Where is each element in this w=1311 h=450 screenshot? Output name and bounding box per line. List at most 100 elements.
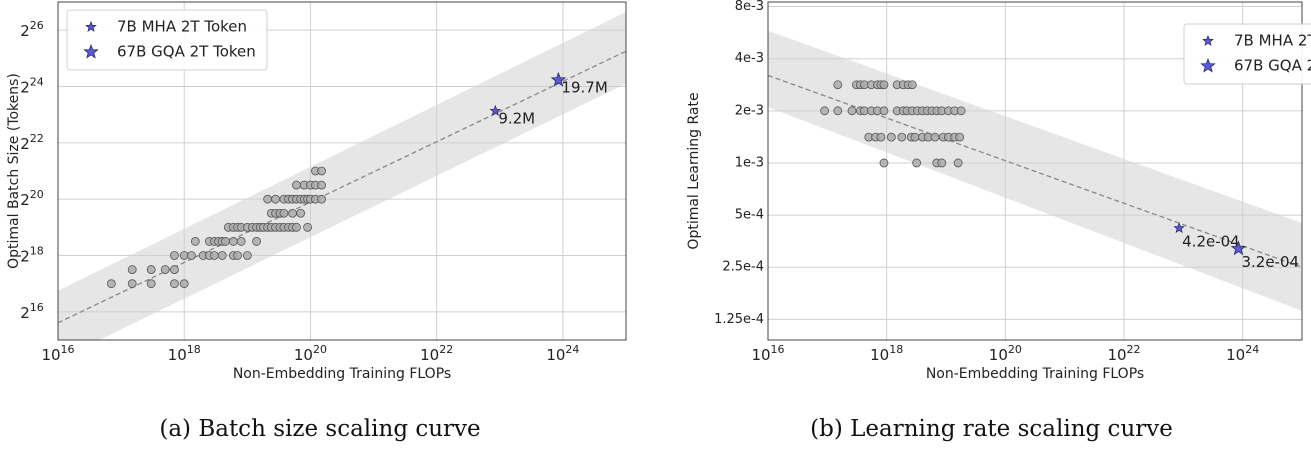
data-point bbox=[146, 265, 156, 274]
x-tick-label: 1020 bbox=[989, 343, 1022, 364]
data-point bbox=[288, 208, 297, 218]
legend-star-marker bbox=[85, 20, 97, 32]
fit-line bbox=[768, 74, 1302, 268]
data-point bbox=[209, 251, 219, 260]
legend: 7B MHA 2T Token 67B GQA 2T Token bbox=[66, 9, 268, 71]
x-tick-label: 1016 bbox=[751, 343, 784, 364]
legend-entry: 7B MHA 2T Token bbox=[117, 18, 247, 36]
data-point bbox=[955, 132, 965, 142]
data-point bbox=[833, 106, 843, 116]
data-point bbox=[179, 279, 189, 289]
data-label: 9.2M bbox=[498, 109, 535, 127]
x-tick-label: 1020 bbox=[294, 343, 327, 364]
y-tick-label: 220 bbox=[20, 188, 44, 209]
data-point bbox=[910, 132, 920, 142]
data-point bbox=[263, 194, 273, 204]
legend: 7B MHA 2T Token 67B GQA 2T Token bbox=[1183, 23, 1311, 85]
y-tick-label: 1.25e-4 bbox=[714, 312, 764, 327]
caption-batch-size: (a) Batch size scaling curve bbox=[159, 416, 481, 442]
data-point bbox=[296, 208, 306, 218]
data-point bbox=[912, 158, 922, 168]
x-axis-label: Non-Embedding Training FLOPs bbox=[926, 366, 1144, 382]
data-point bbox=[271, 194, 280, 204]
learning-rate-chart: 4.2e-043.2e-04 1016 1018 1020 1022 1024 1.25e-… bbox=[686, 0, 1311, 382]
y-tick-label: 224 bbox=[20, 76, 44, 97]
data-point bbox=[907, 80, 917, 90]
star-marker bbox=[550, 71, 567, 87]
data-point bbox=[160, 265, 170, 274]
legend-star-marker bbox=[1202, 34, 1214, 46]
data-point bbox=[847, 106, 857, 116]
x-axis-label: Non-Embedding Training FLOPs bbox=[233, 366, 451, 382]
legend-entry: 7B MHA 2T Token bbox=[1234, 32, 1311, 50]
data-point bbox=[106, 279, 116, 289]
data-point bbox=[170, 251, 179, 260]
data-point bbox=[317, 166, 326, 176]
data-point bbox=[170, 265, 179, 274]
data-point bbox=[127, 265, 137, 274]
y-tick-label: 8e-3 bbox=[735, 0, 764, 14]
x-tick-label: 1018 bbox=[168, 343, 201, 364]
star-marker bbox=[489, 104, 502, 116]
y-tick-label: 2e-3 bbox=[735, 103, 764, 118]
star-marker bbox=[1173, 222, 1185, 234]
data-point bbox=[228, 237, 238, 246]
legend-star-marker bbox=[1200, 57, 1216, 73]
data-point bbox=[317, 180, 326, 190]
data-point bbox=[303, 222, 312, 232]
data-point bbox=[886, 132, 896, 142]
x-tick-label: 1022 bbox=[1107, 343, 1140, 364]
data-point bbox=[897, 132, 907, 142]
data-point bbox=[879, 80, 889, 90]
legend-box bbox=[1183, 23, 1311, 85]
x-tick-label: 1022 bbox=[420, 343, 453, 364]
y-tick-label: 226 bbox=[20, 19, 44, 40]
data-point bbox=[233, 251, 242, 260]
data-point bbox=[190, 237, 200, 246]
data-point bbox=[170, 279, 179, 289]
data-point bbox=[953, 158, 963, 168]
data-point bbox=[236, 237, 246, 246]
legend-star-marker bbox=[83, 43, 99, 59]
x-tick-label: 1024 bbox=[546, 343, 579, 364]
caption-learning-rate: (b) Learning rate scaling curve bbox=[810, 416, 1173, 442]
data-point bbox=[876, 132, 886, 142]
legend-box bbox=[66, 9, 268, 71]
y-tick-label: 2.5e-4 bbox=[722, 260, 764, 275]
data-point bbox=[127, 279, 137, 289]
data-point bbox=[221, 237, 230, 246]
x-tick-label: 1024 bbox=[1226, 343, 1259, 364]
batch-size-chart: 9.2M 19.7M 1016 1018 1020 1022 1024 216 218 220 22… bbox=[6, 1, 627, 382]
y-tick-label: 218 bbox=[20, 245, 44, 266]
y-axis-label: Optimal Learning Rate bbox=[686, 92, 702, 249]
data-point bbox=[879, 106, 889, 116]
data-point bbox=[937, 158, 947, 168]
data-point bbox=[317, 194, 326, 204]
x-tick-label: 1018 bbox=[870, 343, 903, 364]
chart-panel-batch-size: 9.2M 19.7M 1016 1018 1020 1022 1024 216 218 220 22… bbox=[0, 0, 640, 450]
data-point bbox=[187, 251, 196, 260]
data-point bbox=[879, 158, 889, 168]
legend-entry: 67B GQA 2T Token bbox=[117, 43, 256, 61]
x-tick-label: 1016 bbox=[41, 343, 74, 364]
y-tick-label: 216 bbox=[20, 301, 44, 322]
chart-panel-learning-rate: 4.2e-04 3.2e-04 1016 1018 1020 1022 1024 1.25e-… bbox=[672, 0, 1311, 450]
data-point bbox=[833, 80, 843, 90]
plot-frame bbox=[767, 1, 1303, 341]
data-point bbox=[930, 132, 940, 142]
y-tick-label: 1e-3 bbox=[735, 155, 764, 170]
data-label: 4.2e-04 bbox=[1182, 233, 1240, 251]
data-point bbox=[292, 180, 301, 190]
data-label: 19.7M bbox=[561, 78, 607, 96]
y-tick-label: 4e-3 bbox=[735, 51, 764, 66]
legend-entry: 67B GQA 2T Token bbox=[1234, 57, 1311, 75]
data-point bbox=[146, 279, 156, 289]
data-point bbox=[279, 208, 289, 218]
data-label: 3.2e-04 bbox=[1241, 253, 1299, 271]
y-tick-label: 222 bbox=[20, 132, 44, 153]
data-point bbox=[242, 251, 252, 260]
data-point bbox=[252, 237, 261, 246]
plot-frame bbox=[57, 1, 627, 341]
fit-line bbox=[58, 50, 626, 324]
data-point bbox=[956, 106, 966, 116]
